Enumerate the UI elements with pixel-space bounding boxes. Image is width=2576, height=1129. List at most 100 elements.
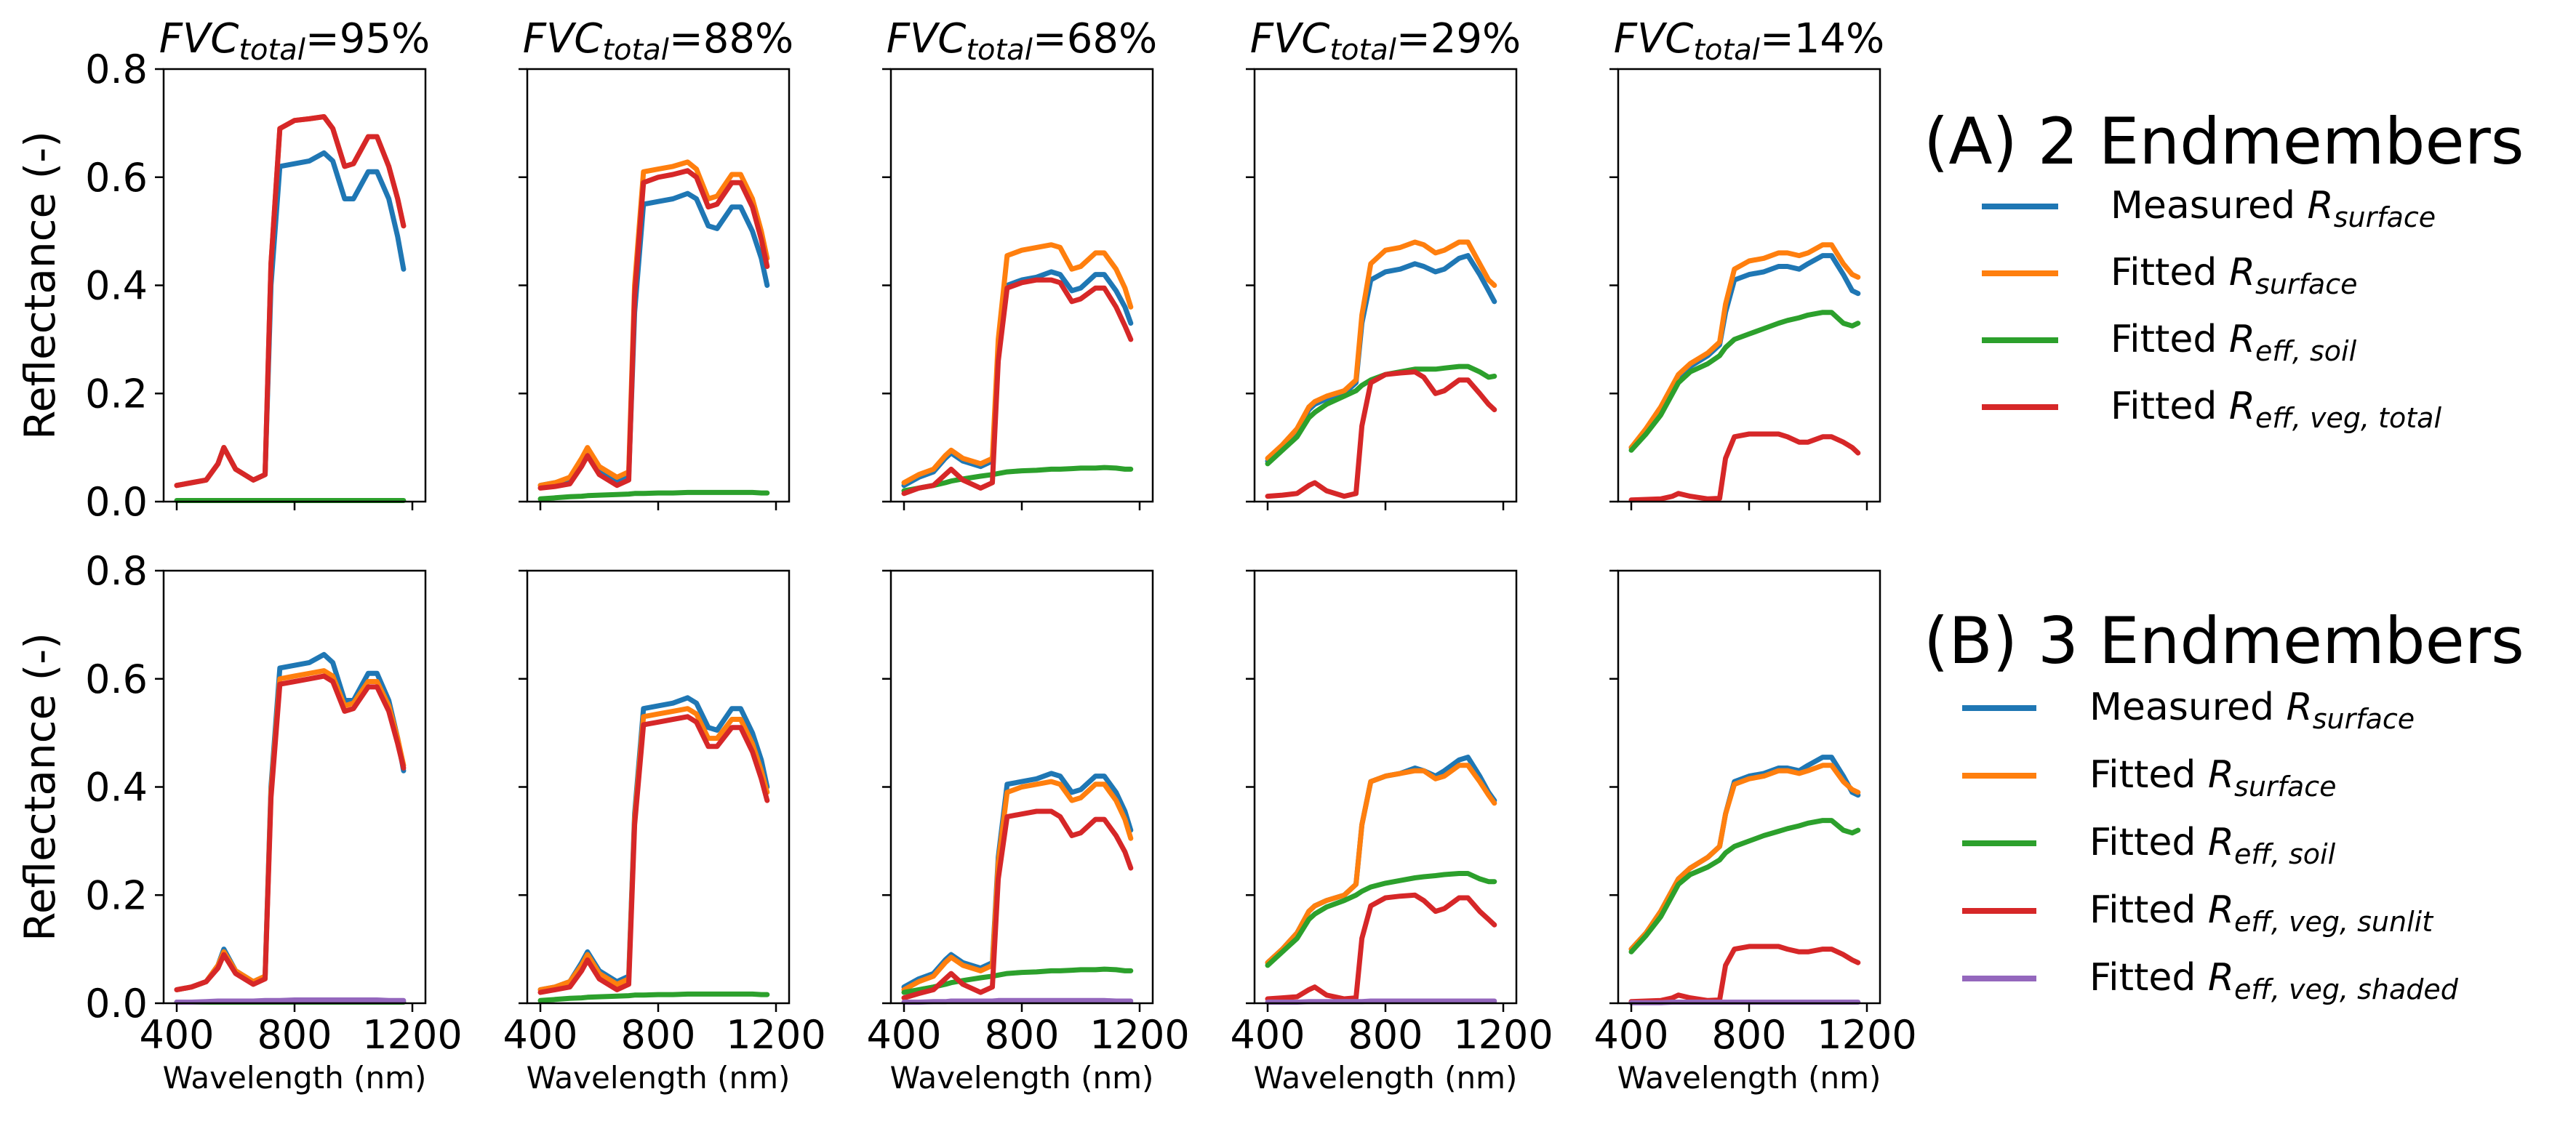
series-line-measured	[1628, 755, 1861, 952]
legend-entry-label: Fitted Rsurface	[2089, 753, 2336, 803]
x-tick-label: 800	[984, 1012, 1059, 1058]
panel-title-fvc-0: FVCtotal=95%	[159, 15, 430, 67]
series-line-soil	[1265, 871, 1497, 968]
y-axis-label-row-1: Reflectance (-)	[15, 632, 65, 941]
series-line-fitted	[174, 668, 407, 992]
series-line-veg	[901, 277, 1134, 497]
legend-entry-label: Fitted Reff, veg, sunlit	[2089, 888, 2434, 938]
y-tick-label: 0.4	[85, 765, 148, 811]
y-tick-label: 0.2	[85, 371, 148, 417]
x-tick-label: 800	[620, 1012, 695, 1058]
axes-frame	[162, 569, 427, 1005]
y-tick-label: 0.0	[85, 479, 148, 525]
x-axis-label: Wavelength (nm)	[527, 1060, 791, 1096]
panel-A-0: 0.0 0.2 0.4 0.6 0.8	[85, 47, 427, 525]
axes-frame	[526, 68, 791, 503]
y-tick-label: 0.0	[85, 981, 148, 1026]
series-line-fitted	[1265, 763, 1497, 965]
series-line-veg	[537, 168, 770, 491]
y-tick-label: 0.2	[85, 872, 148, 918]
series-line-veg	[1265, 369, 1497, 499]
series-line-soil	[1628, 818, 1861, 955]
panel-A-4	[1609, 68, 1881, 510]
y-tick-label: 0.8	[85, 548, 148, 594]
x-tick-label: 400	[1230, 1012, 1305, 1058]
legend-entry-label: Measured Rsurface	[2089, 686, 2415, 735]
panel-title-fvc-1: FVCtotal=88%	[523, 15, 793, 67]
series-line-fitted	[1628, 763, 1861, 952]
x-tick-label: 800	[1348, 1012, 1423, 1058]
axes-frame	[1617, 68, 1881, 503]
legend-b: (B) 3 Endmembers Measured Rsurface Fitted …	[1924, 603, 2524, 1005]
legend-entry-label: Fitted Rsurface	[2111, 251, 2357, 300]
x-axis-label: Wavelength (nm)	[890, 1060, 1154, 1096]
series-line-measured	[174, 150, 407, 489]
series-line-measured	[901, 771, 1134, 990]
series-line-soil	[537, 489, 770, 502]
x-tick-label: 800	[257, 1012, 332, 1058]
panel-title-fvc-4: FVCtotal=14%	[1614, 15, 1884, 67]
series-line-veg	[901, 808, 1134, 1001]
legend-entry-label: Fitted Reff, soil	[2089, 821, 2336, 870]
panel-A-1	[519, 68, 791, 510]
series-line-veg	[1265, 892, 1497, 1002]
legend-entry-label: Measured Rsurface	[2111, 184, 2436, 233]
x-tick-label: 400	[503, 1012, 577, 1058]
series-line-measured	[537, 695, 770, 992]
x-axis-label: Wavelength (nm)	[163, 1060, 427, 1096]
series-line-soil	[1628, 310, 1861, 453]
series-line-fitted	[1265, 239, 1497, 461]
legend-heading: (B) 3 Endmembers	[1924, 603, 2524, 678]
axes-frame	[1617, 569, 1881, 1005]
series-line-fitted	[1628, 242, 1861, 451]
panel-title-fvc-2: FVCtotal=68%	[887, 15, 1157, 67]
y-axis-label-row-0: Reflectance (-)	[15, 131, 65, 440]
series-line-soil	[901, 966, 1134, 995]
series-line-veg	[1628, 431, 1861, 503]
y-tick-label: 0.6	[85, 155, 148, 201]
panel-title-fvc-3: FVCtotal=29%	[1250, 15, 1521, 67]
series-line-shaded	[174, 997, 407, 1005]
x-tick-label: 1200	[726, 1012, 825, 1058]
series-line-measured	[901, 269, 1134, 489]
x-axis-label: Wavelength (nm)	[1254, 1060, 1518, 1096]
x-tick-label: 1200	[1817, 1012, 1916, 1058]
series-line-fitted	[537, 159, 770, 489]
x-tick-label: 1200	[362, 1012, 462, 1058]
x-tick-label: 800	[1711, 1012, 1786, 1058]
x-axis-label: Wavelength (nm)	[1617, 1060, 1881, 1096]
panel-A-2	[882, 68, 1154, 510]
panel-B-0: 400 800 1200 0.0 0.2 0.4 0.6 0.8 Wavelength (nm)	[85, 548, 463, 1096]
panel-A-3	[1246, 68, 1518, 510]
x-tick-label: 1200	[1089, 1012, 1189, 1058]
series-line-soil	[537, 991, 770, 1003]
series-line-veg	[537, 714, 770, 995]
series-line-fitted	[901, 242, 1134, 486]
legend-entry-label: Fitted Reff, soil	[2111, 318, 2357, 367]
x-tick-label: 400	[866, 1012, 941, 1058]
series-line-veg	[174, 673, 407, 992]
series-line-soil	[901, 465, 1134, 494]
series-line-measured	[1628, 253, 1861, 451]
y-tick-label: 0.8	[85, 47, 148, 92]
axes-frame	[526, 569, 791, 1005]
axes-frame	[162, 68, 427, 503]
series-line-veg	[174, 114, 407, 489]
series-line-shaded	[1265, 998, 1497, 1005]
x-tick-label: 400	[139, 1012, 214, 1058]
x-tick-label: 1200	[1453, 1012, 1553, 1058]
legend-a: (A) 2 Endmembers Measured Rsurface Fitted …	[1924, 104, 2524, 434]
series-line-shaded	[901, 997, 1134, 1005]
legend-entry-label: Fitted Reff, veg, total	[2111, 385, 2441, 434]
series-line-fitted	[537, 706, 770, 992]
series-line-measured	[174, 651, 407, 992]
x-tick-label: 400	[1593, 1012, 1668, 1058]
series-line-measured	[537, 190, 770, 489]
legend-entry-label: Fitted Reff, veg, shaded	[2089, 956, 2459, 1005]
y-tick-label: 0.4	[85, 263, 148, 309]
